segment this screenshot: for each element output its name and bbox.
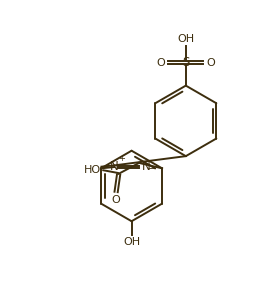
Text: OH: OH	[177, 34, 194, 44]
Text: HO: HO	[84, 165, 101, 175]
Text: O: O	[156, 57, 165, 67]
Text: O: O	[206, 57, 215, 67]
Text: N: N	[110, 160, 119, 173]
Text: OH: OH	[123, 237, 140, 247]
Text: S: S	[182, 56, 190, 69]
Text: −: −	[148, 164, 157, 174]
Text: +: +	[118, 154, 125, 163]
Text: N: N	[142, 160, 151, 173]
Text: O: O	[112, 195, 120, 205]
